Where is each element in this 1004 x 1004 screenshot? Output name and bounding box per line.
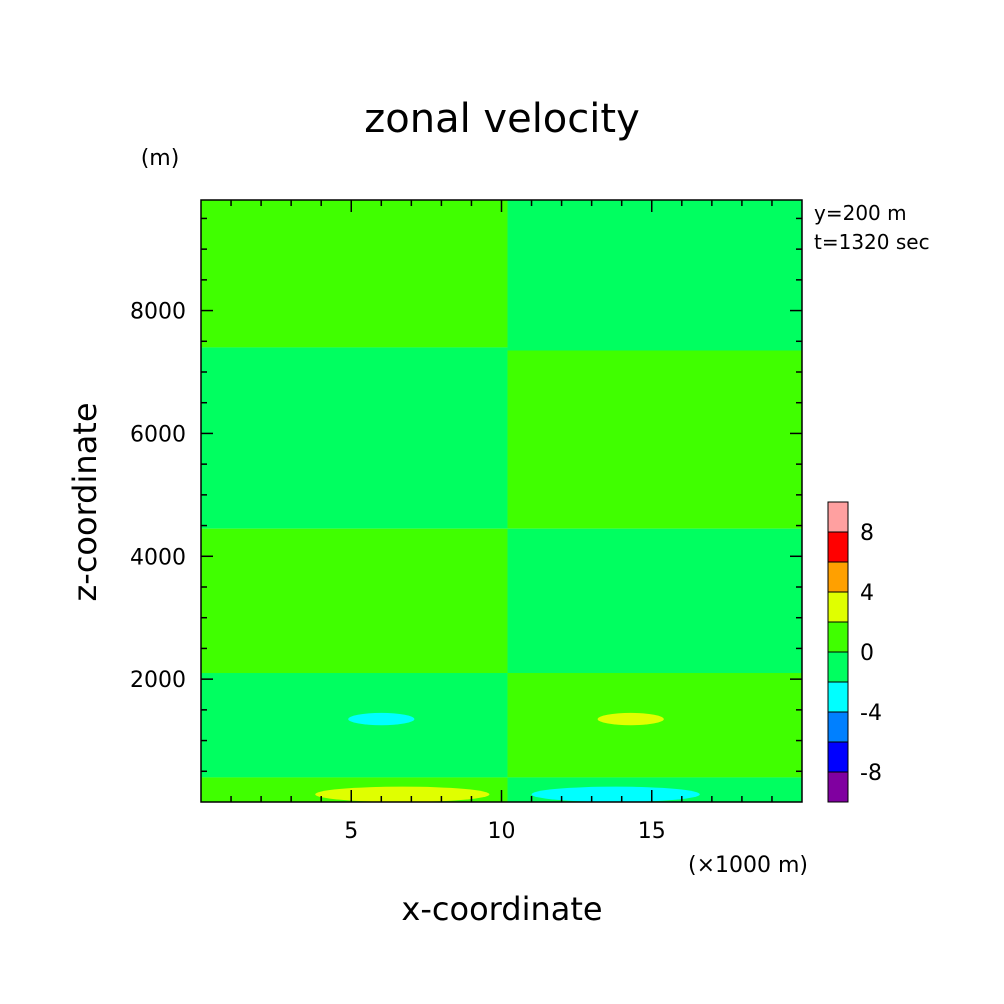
- x-axis-label: x-coordinate: [401, 890, 602, 928]
- contour-patch: [315, 786, 490, 802]
- colorbar-swatch: [827, 591, 849, 623]
- x-tick-label: 10: [488, 819, 516, 844]
- colorbar-labels: -8 -4 0 4 8: [860, 521, 882, 786]
- y-tick-label: 2000: [130, 668, 186, 693]
- colorbar-tick-label: 8: [860, 521, 874, 546]
- x-unit-label: (×1000 m): [688, 853, 808, 878]
- chart-title: zonal velocity: [364, 96, 640, 142]
- colorbar-tick-label: 4: [860, 581, 874, 606]
- y-tick-label: 6000: [130, 422, 186, 447]
- y-axis-label: z-coordinate: [66, 402, 104, 601]
- contour-fill: [201, 200, 802, 802]
- contour-region: [507, 200, 802, 351]
- y-unit-label: (m): [141, 146, 180, 171]
- contour-patch: [597, 712, 664, 726]
- colorbar-swatch: [827, 621, 849, 653]
- colorbar-swatch: [827, 771, 849, 803]
- contour-region: [201, 347, 508, 529]
- colorbar-swatch: [827, 501, 849, 533]
- colorbar-swatch: [827, 531, 849, 563]
- y-tick-labels: 2000 4000 6000 8000: [130, 300, 186, 694]
- x-tick-label: 15: [638, 819, 666, 844]
- colorbar-tick-label: -8: [860, 761, 882, 786]
- contour-patch: [531, 786, 700, 802]
- colorbar-swatch: [827, 561, 849, 593]
- contour-patch: [348, 712, 415, 726]
- colorbar-swatch: [827, 711, 849, 743]
- colorbar-swatch: [827, 741, 849, 773]
- plot-frame: [200, 199, 803, 803]
- axis-ticks: [201, 200, 802, 802]
- y-tick-label: 4000: [130, 545, 186, 570]
- contour-region: [507, 528, 802, 673]
- contour-region: [201, 528, 508, 673]
- colorbar-tick-label: 0: [860, 641, 874, 666]
- x-tick-labels: 5 10 15: [344, 819, 666, 844]
- colorbar-swatch: [827, 651, 849, 683]
- colorbar: [827, 501, 849, 803]
- colorbar-swatch: [827, 681, 849, 713]
- y-tick-label: 8000: [130, 300, 186, 325]
- contour-region: [201, 673, 508, 778]
- colorbar-tick-label: -4: [860, 701, 882, 726]
- annotation-y: y=200 m: [814, 201, 907, 225]
- x-tick-label: 5: [344, 819, 358, 844]
- contour-region: [507, 673, 802, 778]
- contour-region: [201, 200, 508, 348]
- contour-region: [507, 350, 802, 529]
- annotation-t: t=1320 sec: [814, 230, 930, 254]
